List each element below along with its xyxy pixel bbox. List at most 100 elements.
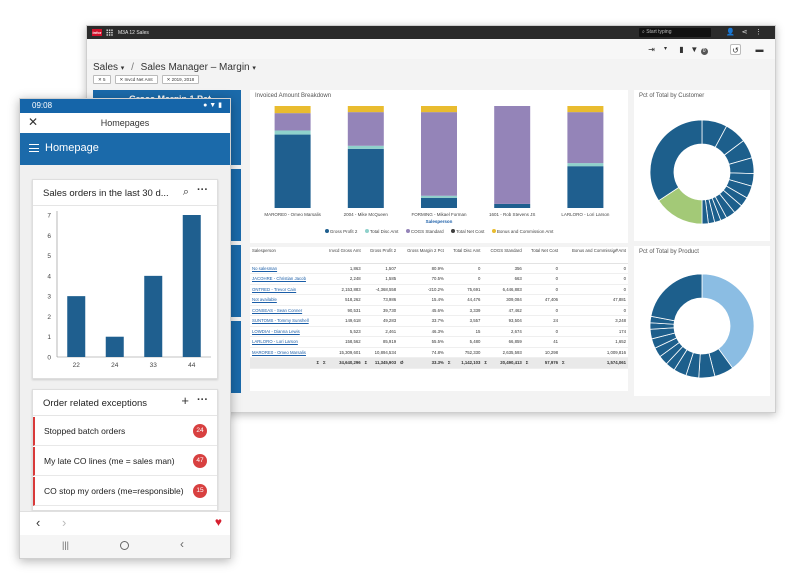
column-header[interactable]: Gross Profit 2 [362,247,399,264]
search-input[interactable]: ⌕ Start typing [639,28,711,37]
bar-segment[interactable] [567,166,604,208]
bar-segment[interactable] [421,106,457,113]
dropdown-chevron-icon[interactable]: ▾ [663,46,667,52]
bar-segment[interactable] [494,106,531,204]
filter-button[interactable]: ▼ 0 [689,44,709,55]
bar-segment[interactable] [421,197,457,208]
forward-chevron-icon[interactable]: › [62,515,67,530]
top-bar: infor M3A 12 Sales ⌕ Start typing 👤 ⋖ ⋮ [87,26,775,39]
salesperson-link[interactable]: ONTRED - Trevor Cain [250,284,322,295]
column-header[interactable]: COGS Standard [482,247,524,264]
bar[interactable] [67,296,86,357]
table-row[interactable]: JACOHRE - Christian Jacob 2,248 1,585 70.5%… [250,273,628,285]
filter-count-badge: 0 [700,48,708,55]
table-row[interactable]: MARORE0 - Omeo Marsalis 15,309,601 10,894,… [250,347,628,358]
hamburger-menu-icon[interactable] [29,144,39,152]
column-header[interactable]: Total Disc Amt [445,247,483,264]
refresh-icon[interactable]: ↺ [730,44,741,55]
table-cell: 15.4% [398,294,446,306]
expand-icon[interactable]: ⤢ [613,249,618,255]
share-icon[interactable]: ⋖ [741,29,748,36]
bar-segment[interactable] [347,112,384,146]
breadcrumb-current[interactable]: Sales Manager – Margin [140,62,250,73]
column-header[interactable]: Invcd Gross Amt [321,247,363,264]
salesperson-link[interactable]: JACOHRE - Christian Jacob [250,273,322,285]
favorite-heart-icon[interactable]: ♥ [214,515,222,529]
bar-segment[interactable] [567,163,604,167]
salesperson-link[interactable]: SUNTOMS - Tommy Sunshell [250,315,322,327]
legend-item[interactable]: Total Net Cost [450,229,484,234]
bar[interactable] [182,215,201,357]
bar[interactable] [144,275,163,357]
filter-chip[interactable]: ✕ 2019, 2018 [161,75,200,84]
salesperson-link[interactable]: LARLORO - Lori Larson [250,336,322,348]
exception-item[interactable]: My late CO lines (me = sales man) 47 [33,447,217,476]
bar-segment[interactable] [421,195,457,198]
donut-slice[interactable] [649,119,703,202]
column-header[interactable]: Total Net Cost [523,247,561,264]
more-icon[interactable]: ⋮ [755,29,762,36]
table-row[interactable]: No salesman 1,863 1,507 80.9% 0 356 0 0 [250,263,628,274]
salesperson-link[interactable]: Not available [250,294,322,306]
column-header[interactable]: Bonus and Commission Amt [560,247,628,264]
more-icon[interactable]: ··· [197,184,208,196]
donut-slice[interactable] [650,273,703,322]
customer-donut-chart [649,119,755,225]
donut-slice[interactable] [701,273,755,369]
bookmark-icon[interactable]: ▮ [679,45,684,54]
bar-segment[interactable] [274,134,311,208]
exception-item[interactable]: CO stop my orders (me=responsible) 15 [33,477,217,506]
chevron-down-icon[interactable]: ▾ [120,65,125,72]
bar-segment[interactable] [421,112,457,196]
table-row[interactable]: Not available 518,262 73,986 15.4% 44,476 309… [250,294,628,306]
legend-item[interactable]: Gross Profit 2 [324,229,357,234]
breadcrumb-parent[interactable]: Sales [93,62,119,73]
legend-item[interactable]: Bonus and Commission Amt [491,229,553,234]
table-row[interactable]: CONSEAS - Sean Conner 90,531 39,730 45.6% 3,… [250,305,628,316]
salesperson-link[interactable]: MARORE0 - Omeo Marsalis [250,347,322,358]
table-header-row: Salesperson Invcd Gross Amt Gross Profit 2… [250,247,628,264]
bar-segment[interactable] [347,145,384,149]
filter-chip[interactable]: ✕ 5 [93,75,111,84]
table-row[interactable]: LOWDIAI - Dianna Lewis 5,523 2,461 46.3% 15 2… [250,326,628,337]
bar[interactable] [105,336,124,357]
bar-segment[interactable] [274,106,311,114]
search-icon[interactable]: ⌕ [182,186,189,198]
table-row[interactable]: LARLORO - Lori Larson 158,562 85,919 55.5% 5… [250,336,628,348]
bar-segment[interactable] [274,130,311,135]
column-header[interactable]: Gross Margin 2 Pct [398,247,446,264]
bar-segment[interactable] [567,106,604,113]
bar-segment[interactable] [494,203,531,208]
export-icon[interactable]: ⇥ [648,45,655,54]
legend-item[interactable]: COGS Standard [405,229,444,234]
bar-segment[interactable] [347,106,384,113]
table-row[interactable]: SUNTOMS - Tommy Sunshell 149,618 49,283 33.… [250,315,628,327]
app-grid-icon[interactable] [106,29,113,36]
bar-segment[interactable] [347,148,384,208]
table-cell: 41 [523,336,561,348]
legend-item[interactable]: Total Disc Amt [364,229,398,234]
filter-chip[interactable]: ✕ Invcd Net Amt [114,75,158,84]
exception-item[interactable]: Stopped batch orders 24 [33,417,217,446]
bar-segment[interactable] [274,113,311,131]
legend-swatch [364,229,369,233]
home-icon[interactable] [120,541,129,550]
back-chevron-icon[interactable]: ‹ [36,515,41,530]
user-icon[interactable]: 👤 [726,29,735,36]
salesperson-link[interactable]: LOWDIAI - Dianna Lewis [250,326,322,337]
bar-segment[interactable] [567,112,604,164]
table-row[interactable]: ONTRED - Trevor Cain 2,153,883 -4,368,558-… [250,284,628,295]
recents-icon[interactable]: ||| [62,540,70,550]
sales-table-panel: ⤢ Salesperson Invcd Gross Amt Gross Profit… [250,247,628,391]
back-icon[interactable]: ‹ [180,537,184,551]
table-cell: 0 [560,305,628,316]
table-cell: 5,523 [321,326,363,337]
add-icon[interactable]: + [181,393,189,408]
close-icon[interactable]: ✕ [28,115,39,129]
column-header[interactable]: Salesperson [250,247,322,264]
chevron-down-icon[interactable]: ▾ [252,65,256,72]
more-icon[interactable]: ··· [197,394,208,406]
present-icon[interactable]: ▬ [755,45,764,54]
salesperson-link[interactable]: CONSEAS - Sean Conner [250,305,322,316]
salesperson-link[interactable]: No salesman [250,263,322,274]
